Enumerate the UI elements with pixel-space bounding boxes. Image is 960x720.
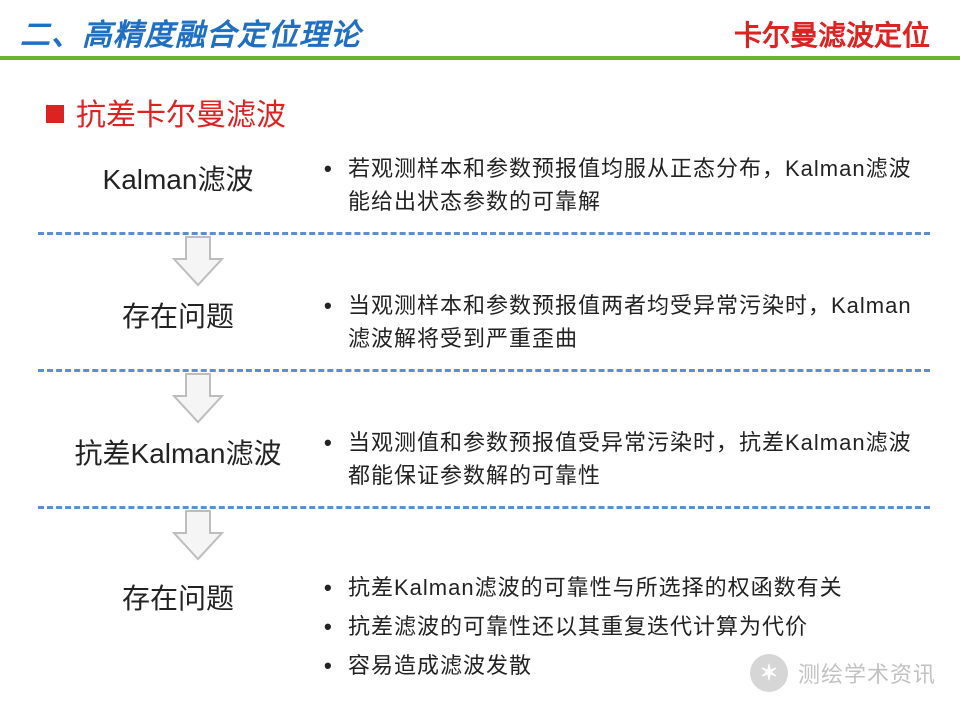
header-underline <box>0 56 960 60</box>
watermark: ✶ 测绘学术资讯 <box>750 654 936 692</box>
row-label: Kalman滤波 <box>38 152 318 198</box>
bullet-dot-icon: • <box>324 152 348 218</box>
row-desc: • 若观测样本和参数预报值均服从正态分布，Kalman滤波能给出状态参数的可靠解 <box>318 152 930 224</box>
watermark-text: 测绘学术资讯 <box>798 657 936 689</box>
row-label: 存在问题 <box>38 289 318 335</box>
row-label: 存在问题 <box>38 571 318 617</box>
bullet-text: 若观测样本和参数预报值均服从正态分布，Kalman滤波能给出状态参数的可靠解 <box>348 152 930 218</box>
row-desc: • 当观测样本和参数预报值两者均受异常污染时，Kalman滤波解将受到严重歪曲 <box>318 289 930 361</box>
slide: 二、高精度融合定位理论 卡尔曼滤波定位 抗差卡尔曼滤波 Kalman滤波 • 若… <box>0 0 960 720</box>
row-problem-1: 存在问题 • 当观测样本和参数预报值两者均受异常污染时，Kalman滤波解将受到… <box>38 289 930 361</box>
arrow-1 <box>38 241 930 289</box>
bullet-text: 当观测样本和参数预报值两者均受异常污染时，Kalman滤波解将受到严重歪曲 <box>348 289 930 355</box>
down-arrow-icon <box>168 235 228 291</box>
section-title: 二、高精度融合定位理论 <box>20 19 361 52</box>
bullet-item: • 当观测值和参数预报值受异常污染时，抗差Kalman滤波都能保证参数解的可靠性 <box>324 426 930 492</box>
content: Kalman滤波 • 若观测样本和参数预报值均服从正态分布，Kalman滤波能给… <box>0 144 960 688</box>
arrow-2 <box>38 378 930 426</box>
bullet-dot-icon: • <box>324 649 348 682</box>
arrow-3 <box>38 515 930 563</box>
sub-heading-text: 抗差卡尔曼滤波 <box>76 99 286 132</box>
header: 二、高精度融合定位理论 卡尔曼滤波定位 <box>0 0 960 60</box>
bullet-item: • 抗差Kalman滤波的可靠性与所选择的权函数有关 <box>324 571 930 604</box>
row-desc: • 当观测值和参数预报值受异常污染时，抗差Kalman滤波都能保证参数解的可靠性 <box>318 426 930 498</box>
bullet-text: 抗差滤波的可靠性还以其重复迭代计算为代价 <box>348 610 930 643</box>
bullet-item: • 若观测样本和参数预报值均服从正态分布，Kalman滤波能给出状态参数的可靠解 <box>324 152 930 218</box>
row-label: 抗差Kalman滤波 <box>38 426 318 472</box>
bullet-dot-icon: • <box>324 289 348 355</box>
bullet-item: • 抗差滤波的可靠性还以其重复迭代计算为代价 <box>324 610 930 643</box>
topic-title: 卡尔曼滤波定位 <box>734 14 930 54</box>
down-arrow-icon <box>168 372 228 428</box>
row-kalman: Kalman滤波 • 若观测样本和参数预报值均服从正态分布，Kalman滤波能给… <box>38 152 930 224</box>
wechat-icon: ✶ <box>750 654 788 692</box>
bullet-dot-icon: • <box>324 610 348 643</box>
bullet-text: 当观测值和参数预报值受异常污染时，抗差Kalman滤波都能保证参数解的可靠性 <box>348 426 930 492</box>
bullet-text: 抗差Kalman滤波的可靠性与所选择的权函数有关 <box>348 571 930 604</box>
down-arrow-icon <box>168 509 228 565</box>
sub-heading: 抗差卡尔曼滤波 <box>46 90 960 134</box>
bullet-dot-icon: • <box>324 571 348 604</box>
wechat-icon-glyph: ✶ <box>760 660 778 686</box>
square-bullet-icon <box>46 105 64 123</box>
row-robust-kalman: 抗差Kalman滤波 • 当观测值和参数预报值受异常污染时，抗差Kalman滤波… <box>38 426 930 498</box>
bullet-dot-icon: • <box>324 426 348 492</box>
bullet-item: • 当观测样本和参数预报值两者均受异常污染时，Kalman滤波解将受到严重歪曲 <box>324 289 930 355</box>
